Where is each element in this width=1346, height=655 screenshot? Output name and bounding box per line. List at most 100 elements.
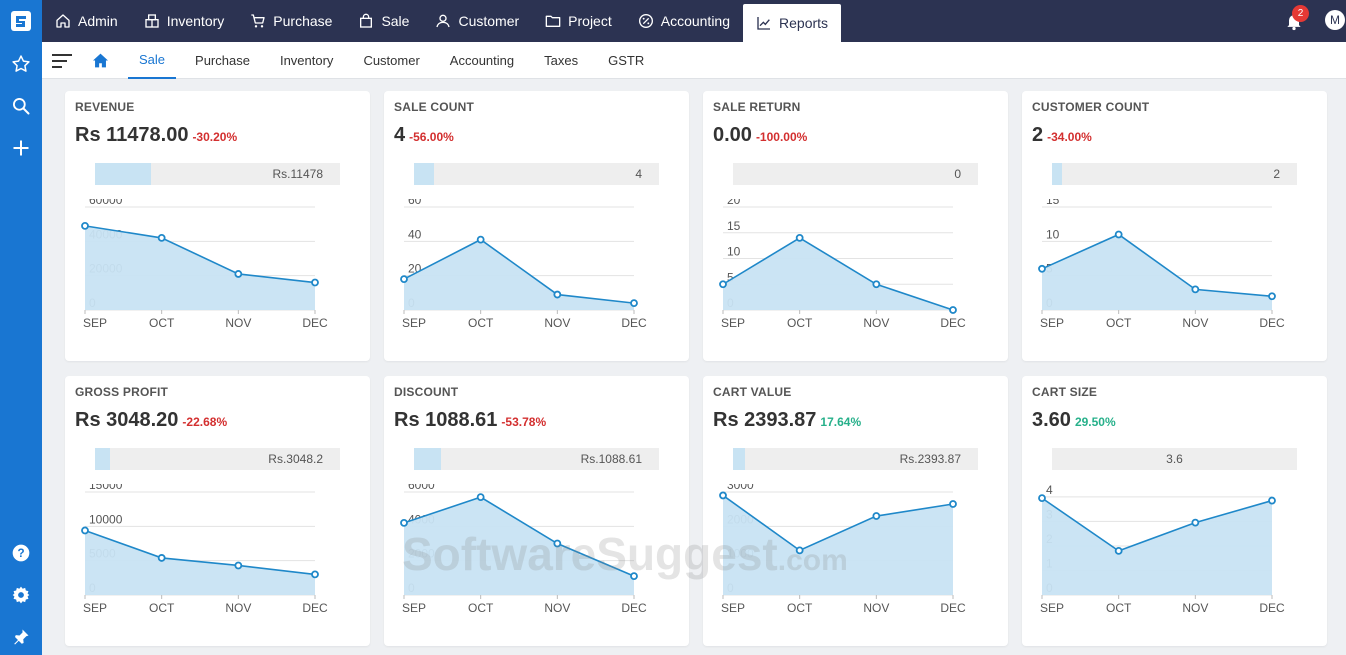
data-point[interactable]: [553, 290, 562, 299]
progress-bar: Rs.3048.2: [95, 448, 340, 470]
card-value-row: 4 -56.00%: [394, 124, 454, 147]
data-point[interactable]: [81, 221, 89, 230]
sub-nav-gstr[interactable]: GSTR: [608, 53, 645, 68]
sub-nav-customer[interactable]: Customer: [363, 53, 420, 68]
help-icon[interactable]: ?: [10, 542, 32, 564]
y-tick-label: 15: [727, 219, 741, 233]
top-nav-customer[interactable]: Customer: [422, 0, 532, 42]
favorites-star-icon[interactable]: [10, 53, 32, 75]
data-point[interactable]: [157, 554, 166, 562]
top-nav-label: Customer: [458, 13, 520, 29]
data-point[interactable]: [630, 572, 638, 581]
x-tick-label: OCT: [1106, 601, 1132, 615]
data-point[interactable]: [719, 280, 727, 289]
card-title: CART SIZE: [1032, 385, 1098, 399]
series-line: [722, 494, 954, 552]
progress-bar: 2: [1052, 163, 1297, 185]
x-tick-label: OCT: [468, 316, 494, 330]
data-point[interactable]: [400, 275, 408, 283]
x-tick-label: NOV: [863, 316, 889, 330]
data-point[interactable]: [1038, 494, 1046, 503]
top-nav-project[interactable]: Project: [532, 0, 625, 42]
data-point[interactable]: [1268, 496, 1276, 505]
chart-line-icon: [757, 17, 771, 30]
data-point[interactable]: [400, 519, 408, 527]
data-point[interactable]: [872, 512, 881, 520]
data-point[interactable]: [553, 539, 562, 548]
area-chart: 051015SEPOCTNOVDEC: [1038, 199, 1285, 330]
app-logo-icon[interactable]: [10, 10, 32, 32]
card-value-row: 3.60 29.50%: [1032, 409, 1116, 432]
left-rail: ?: [0, 0, 42, 655]
progress-bar-label: 3.6: [1166, 452, 1183, 466]
pin-icon[interactable]: [10, 626, 32, 648]
user-avatar[interactable]: M: [1325, 10, 1345, 30]
progress-bar-label: Rs.3048.2: [268, 452, 323, 466]
progress-bar: Rs.1088.61: [414, 448, 659, 470]
data-point[interactable]: [949, 306, 957, 314]
data-point[interactable]: [311, 570, 319, 579]
data-point[interactable]: [311, 278, 319, 287]
data-point[interactable]: [476, 235, 485, 244]
progress-bar-fill: [414, 448, 441, 470]
x-tick-label: DEC: [621, 316, 647, 330]
home-icon[interactable]: [92, 53, 109, 68]
menu-hamburger-icon[interactable]: [52, 53, 72, 69]
data-point[interactable]: [630, 299, 638, 308]
data-point[interactable]: [1268, 292, 1276, 301]
top-nav-inventory[interactable]: Inventory: [131, 0, 238, 42]
search-icon[interactable]: [10, 95, 32, 117]
x-tick-label: SEP: [402, 601, 426, 615]
data-point[interactable]: [234, 561, 243, 570]
sub-nav-accounting[interactable]: Accounting: [449, 53, 515, 68]
data-point[interactable]: [234, 270, 243, 278]
data-point[interactable]: [157, 234, 166, 242]
progress-bar-label: Rs.2393.87: [899, 452, 961, 466]
progress-bar-fill: [95, 448, 110, 470]
progress-bar: Rs.11478: [95, 163, 340, 185]
top-nav-admin[interactable]: Admin: [42, 0, 131, 42]
progress-bar: 0: [733, 163, 978, 185]
data-point[interactable]: [949, 500, 957, 508]
data-point[interactable]: [1114, 546, 1123, 555]
sub-nav-sale[interactable]: Sale: [128, 42, 177, 79]
top-nav-reports[interactable]: Reports: [743, 4, 842, 42]
data-point[interactable]: [1191, 285, 1200, 294]
series-line: [403, 496, 635, 577]
home-icon: [56, 14, 70, 28]
card-value-row: 0.00 -100.00%: [713, 124, 807, 147]
data-point[interactable]: [476, 493, 485, 502]
data-point[interactable]: [872, 280, 881, 289]
x-tick-label: DEC: [302, 316, 328, 330]
sub-nav-taxes[interactable]: Taxes: [544, 53, 579, 68]
y-tick-label: 15: [1046, 199, 1060, 207]
data-point[interactable]: [719, 491, 727, 500]
x-tick-label: NOV: [225, 601, 251, 615]
top-nav-sale[interactable]: Sale: [345, 0, 422, 42]
data-point[interactable]: [795, 546, 804, 555]
top-nav-purchase[interactable]: Purchase: [237, 0, 345, 42]
add-icon[interactable]: [10, 137, 32, 159]
card-change: 29.50%: [1074, 415, 1116, 429]
progress-bar-label: 0: [954, 167, 961, 181]
data-point[interactable]: [1038, 264, 1046, 273]
progress-bar: 4: [414, 163, 659, 185]
y-tick-label: 60000: [89, 199, 123, 207]
x-tick-label: DEC: [302, 601, 328, 615]
settings-gear-icon[interactable]: [10, 584, 32, 606]
sub-nav-purchase[interactable]: Purchase: [195, 53, 250, 68]
data-point[interactable]: [795, 234, 804, 242]
card-change: -100.00%: [755, 130, 808, 144]
card-value: Rs 1088.61: [394, 409, 498, 431]
x-tick-label: OCT: [149, 601, 175, 615]
sub-nav-inventory[interactable]: Inventory: [279, 53, 334, 68]
data-point[interactable]: [81, 526, 89, 535]
y-tick-label: 10: [727, 245, 741, 259]
series-line: [84, 225, 316, 284]
top-nav-accounting[interactable]: Accounting: [625, 0, 743, 42]
data-point[interactable]: [1114, 230, 1123, 239]
bag-icon: [360, 13, 373, 28]
data-point[interactable]: [1191, 518, 1200, 527]
